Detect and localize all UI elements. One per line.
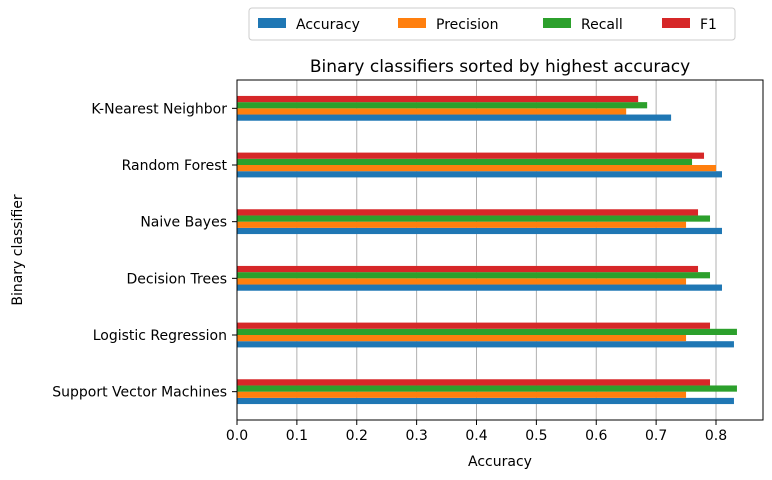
bar-precision-decision-trees	[237, 278, 687, 285]
legend: Accuracy Precision Recall F1	[248, 7, 736, 41]
legend-swatch-f1	[662, 18, 690, 28]
bar-f1-support-vector-machines	[237, 379, 711, 386]
bar-precision-support-vector-machines	[237, 391, 687, 398]
bar-recall-naive-bayes	[237, 215, 711, 222]
y-tick-label: Naive Bayes	[140, 215, 227, 231]
x-tick-label: 0.3	[405, 428, 427, 444]
bar-f1-decision-trees	[237, 265, 699, 273]
x-axis-title: Accuracy	[468, 454, 532, 470]
bar-f1-logistic-regression	[237, 322, 711, 329]
legend-box	[248, 7, 736, 41]
bar-accuracy-naive-bayes	[237, 227, 722, 235]
bar-recall-support-vector-machines	[237, 385, 737, 392]
legend-swatch-recall	[543, 18, 571, 28]
bar-accuracy-k-nearest-neighbor	[237, 114, 672, 121]
x-tick-label: 0.6	[585, 428, 607, 444]
legend-swatch-accuracy	[258, 18, 286, 28]
y-tick-label: Decision Trees	[126, 271, 227, 287]
x-tick-label: 0.7	[645, 428, 667, 444]
legend-label-accuracy: Accuracy	[296, 17, 360, 33]
bar-recall-k-nearest-neighbor	[237, 102, 648, 109]
y-axis-title: Binary classifier	[10, 194, 26, 306]
bar-accuracy-logistic-regression	[237, 341, 734, 348]
bar-precision-random-forest	[237, 165, 716, 172]
x-tick-label: 0.5	[525, 428, 547, 444]
bar-recall-random-forest	[237, 158, 693, 165]
legend-label-f1: F1	[700, 17, 717, 33]
y-tick-label: Random Forest	[122, 158, 228, 174]
bar-accuracy-decision-trees	[237, 284, 722, 291]
x-tick-label: 0.1	[286, 428, 308, 444]
x-tick-label: 0.2	[346, 428, 368, 444]
legend-label-precision: Precision	[436, 17, 498, 33]
bar-accuracy-support-vector-machines	[237, 397, 734, 405]
bar-f1-naive-bayes	[237, 209, 699, 216]
bar-precision-naive-bayes	[237, 221, 687, 228]
y-tick-label: K-Nearest Neighbor	[91, 101, 227, 117]
legend-swatch-precision	[398, 18, 426, 28]
bar-f1-random-forest	[237, 152, 705, 159]
bar-accuracy-random-forest	[237, 171, 722, 178]
bar-recall-logistic-regression	[237, 328, 737, 335]
bar-f1-k-nearest-neighbor	[237, 95, 639, 103]
x-tick-label: 0.8	[705, 428, 727, 444]
bar-recall-decision-trees	[237, 272, 711, 279]
bar-precision-k-nearest-neighbor	[237, 108, 627, 115]
legend-label-recall: Recall	[581, 17, 623, 33]
plot-frame	[236, 79, 764, 421]
y-tick-label: Logistic Regression	[93, 328, 227, 344]
x-tick-label: 0.0	[226, 428, 248, 444]
bar-precision-logistic-regression	[237, 335, 687, 342]
bars	[237, 95, 737, 405]
chart-title: Binary classifiers sorted by highest acc…	[310, 57, 690, 77]
y-tick-label: Support Vector Machines	[52, 385, 227, 401]
axis-ticks: 0.0 0.1 0.2 0.3 0.4 0.5 0.6 0.7 0.8 Support Vecto…	[52, 101, 727, 444]
x-tick-label: 0.4	[465, 428, 487, 444]
